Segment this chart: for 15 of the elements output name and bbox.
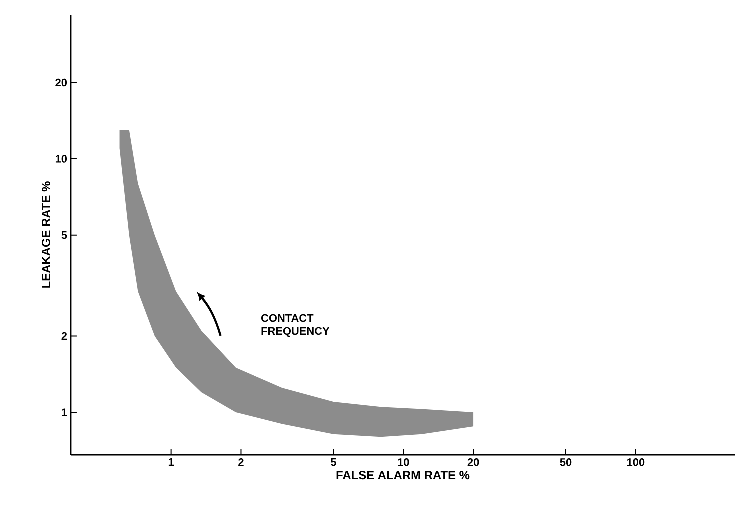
y-axis-title: LEAKAGE RATE % xyxy=(42,182,50,288)
y-tick-label: 1 xyxy=(62,408,68,416)
x-tick-label: 2 xyxy=(238,458,244,466)
y-tick-label: 2 xyxy=(62,332,68,340)
x-tick-label: 50 xyxy=(560,458,572,466)
x-tick-label: 100 xyxy=(627,458,645,466)
x-axis-title: FALSE ALARM RATE % xyxy=(336,471,470,480)
x-tick-label: 20 xyxy=(468,458,480,466)
y-tick-label: 5 xyxy=(62,232,68,240)
x-tick-label: 1 xyxy=(168,458,174,466)
x-tick-label: 10 xyxy=(398,458,410,466)
annotation: CONTACT FREQUENCY xyxy=(261,314,330,338)
x-tick-label: 5 xyxy=(330,458,336,466)
y-tick-label: 10 xyxy=(56,155,68,163)
y-tick-label: 20 xyxy=(56,78,68,87)
